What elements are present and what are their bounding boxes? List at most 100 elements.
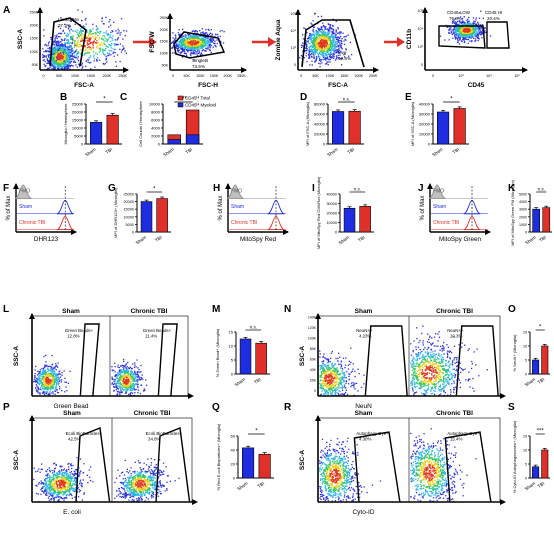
data-point <box>51 57 53 60</box>
data-point <box>50 63 52 66</box>
data-point <box>331 32 333 34</box>
data-point <box>37 370 39 373</box>
data-point <box>68 65 70 67</box>
data-point <box>49 375 52 378</box>
data-point <box>62 30 64 32</box>
data-point <box>113 43 115 45</box>
data-point <box>319 49 321 51</box>
data-point <box>118 373 120 375</box>
data-point <box>116 394 118 396</box>
data-point <box>458 34 460 36</box>
data-point <box>43 35 45 37</box>
data-point <box>182 39 184 41</box>
data-point <box>120 32 122 34</box>
data-point <box>67 61 69 63</box>
data-point <box>181 48 183 51</box>
data-point <box>195 35 197 37</box>
data-point <box>480 31 482 33</box>
data-point <box>53 61 55 63</box>
data-point <box>72 65 74 67</box>
data-point <box>468 29 471 32</box>
data-point <box>124 382 126 384</box>
data-point <box>60 17 62 19</box>
data-point <box>321 40 323 42</box>
data-point <box>73 40 76 42</box>
data-point <box>61 56 64 58</box>
data-point <box>44 388 46 390</box>
data-point <box>61 57 63 59</box>
data-point <box>114 365 116 368</box>
histogram-h-legend-label: Sham <box>231 204 244 210</box>
data-point <box>340 47 342 49</box>
data-point <box>302 38 305 40</box>
data-point <box>192 48 194 51</box>
a1-y-arrow <box>37 7 43 13</box>
chart-c-y-tick-label: 6000 <box>151 118 161 123</box>
data-point <box>308 56 310 58</box>
histogram-j-y-arrow <box>427 183 433 189</box>
data-point <box>340 32 342 34</box>
data-point <box>309 43 311 45</box>
data-point <box>195 40 197 42</box>
data-point <box>452 28 455 31</box>
panel-letter-G: G <box>108 183 116 194</box>
data-point <box>36 374 39 376</box>
data-point <box>58 51 60 53</box>
data-point <box>202 38 205 40</box>
a2-y-arrow <box>167 13 173 19</box>
data-point <box>123 30 125 32</box>
data-point <box>45 380 47 382</box>
data-point <box>39 382 41 384</box>
a1-y-tick-label: 150K <box>30 37 39 41</box>
data-point <box>459 24 461 26</box>
data-point <box>129 392 132 394</box>
data-point <box>59 45 61 47</box>
data-point <box>63 60 65 62</box>
data-point <box>330 43 332 45</box>
data-point <box>318 41 320 44</box>
data-point <box>464 22 466 24</box>
data-point <box>461 40 463 43</box>
data-point <box>72 40 74 42</box>
data-point <box>477 39 479 42</box>
data-point <box>45 387 47 389</box>
data-point <box>303 27 305 29</box>
data-point <box>97 31 99 33</box>
data-point <box>467 36 470 38</box>
data-point <box>110 40 112 42</box>
data-point <box>58 58 60 60</box>
data-point <box>177 32 180 34</box>
data-point <box>65 51 68 53</box>
data-point <box>452 20 454 22</box>
data-point <box>96 40 98 42</box>
data-point <box>189 36 192 38</box>
data-point <box>124 385 126 387</box>
data-point <box>309 37 312 39</box>
data-point <box>190 44 192 46</box>
data-point <box>89 33 91 35</box>
data-point <box>77 44 79 46</box>
data-point <box>323 32 325 34</box>
data-point <box>476 28 478 30</box>
data-point <box>312 28 314 31</box>
data-point <box>47 384 49 386</box>
data-point <box>57 57 59 59</box>
histogram-j-x-label: MitoSpy Green <box>439 236 481 243</box>
data-point <box>43 377 45 379</box>
data-point <box>454 33 456 36</box>
data-point <box>183 47 185 49</box>
data-point <box>191 37 193 39</box>
chart-e-x-tick-label: TBI <box>452 147 461 155</box>
data-point <box>66 58 69 60</box>
data-point <box>311 50 314 53</box>
data-point <box>127 375 129 378</box>
data-point <box>332 55 334 57</box>
data-point <box>55 377 57 379</box>
data-point <box>106 38 108 40</box>
data-point <box>188 47 190 50</box>
data-point <box>315 56 318 58</box>
data-point <box>206 42 209 44</box>
data-point <box>198 45 200 47</box>
data-point <box>119 43 121 45</box>
data-point <box>312 45 314 47</box>
